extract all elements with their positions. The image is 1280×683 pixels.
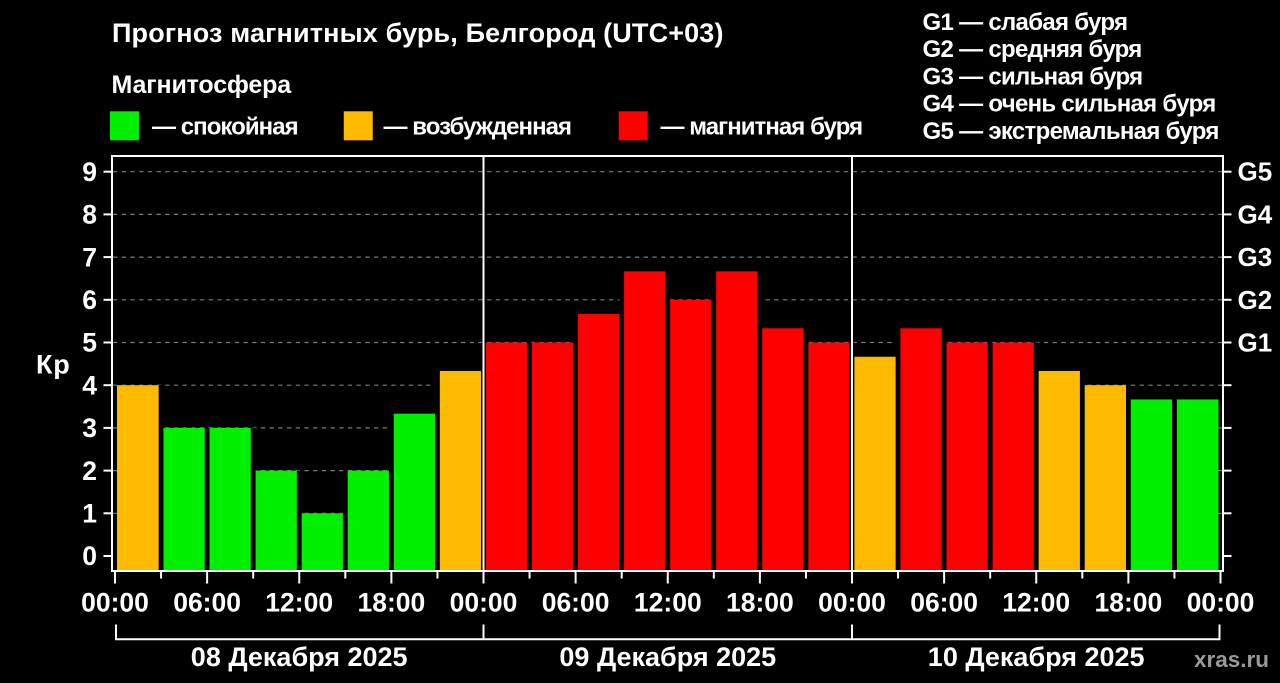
svg-text:1: 1 bbox=[82, 499, 97, 529]
svg-text:00:00: 00:00 bbox=[1187, 588, 1255, 618]
svg-text:G1: G1 bbox=[1238, 328, 1273, 358]
svg-text:2: 2 bbox=[82, 456, 97, 486]
svg-text:G2 — средняя буря: G2 — средняя буря bbox=[923, 36, 1142, 63]
svg-text:6: 6 bbox=[82, 285, 97, 315]
svg-text:00:00: 00:00 bbox=[450, 588, 518, 618]
svg-text:00:00: 00:00 bbox=[818, 588, 886, 618]
svg-text:06:00: 06:00 bbox=[542, 588, 610, 618]
svg-text:G4 — очень сильная буря: G4 — очень сильная буря bbox=[923, 91, 1216, 118]
svg-text:G3 — сильная буря: G3 — сильная буря bbox=[923, 63, 1143, 90]
svg-text:5: 5 bbox=[82, 328, 97, 358]
svg-text:G5 — экстремальная буря: G5 — экстремальная буря bbox=[923, 118, 1219, 145]
svg-text:10 Декабря 2025: 10 Декабря 2025 bbox=[928, 642, 1145, 672]
svg-text:12:00: 12:00 bbox=[265, 588, 333, 618]
svg-text:0: 0 bbox=[82, 541, 97, 571]
svg-text:G3: G3 bbox=[1238, 242, 1273, 272]
svg-text:4: 4 bbox=[82, 370, 97, 400]
svg-text:Кр: Кр bbox=[36, 350, 71, 380]
svg-text:G1 — слабая буря: G1 — слабая буря bbox=[923, 9, 1128, 36]
svg-text:18:00: 18:00 bbox=[1095, 588, 1163, 618]
svg-text:3: 3 bbox=[82, 413, 97, 443]
svg-text:12:00: 12:00 bbox=[634, 588, 702, 618]
svg-text:00:00: 00:00 bbox=[81, 588, 149, 618]
svg-text:09 Декабря 2025: 09 Декабря 2025 bbox=[559, 642, 776, 672]
svg-text:8: 8 bbox=[82, 200, 97, 230]
svg-text:— магнитная буря: — магнитная буря bbox=[661, 114, 863, 141]
svg-text:9: 9 bbox=[82, 157, 97, 187]
svg-text:G5: G5 bbox=[1238, 157, 1273, 187]
svg-text:Прогноз магнитных бурь, Белгор: Прогноз магнитных бурь, Белгород (UTC+03… bbox=[112, 18, 724, 48]
svg-text:G2: G2 bbox=[1238, 285, 1273, 315]
svg-text:7: 7 bbox=[82, 242, 97, 272]
svg-text:18:00: 18:00 bbox=[726, 588, 794, 618]
svg-text:18:00: 18:00 bbox=[358, 588, 426, 618]
svg-text:— спокойная: — спокойная bbox=[152, 114, 298, 141]
svg-text:08 Декабря 2025: 08 Декабря 2025 bbox=[191, 642, 408, 672]
svg-text:G4: G4 bbox=[1238, 199, 1273, 229]
svg-text:— возбужденная: — возбужденная bbox=[384, 114, 572, 141]
svg-text:Магнитосфера: Магнитосфера bbox=[112, 71, 293, 99]
svg-text:06:00: 06:00 bbox=[910, 588, 978, 618]
svg-text:06:00: 06:00 bbox=[173, 588, 241, 618]
svg-text:xras.ru: xras.ru bbox=[1194, 647, 1269, 672]
svg-text:12:00: 12:00 bbox=[1002, 588, 1070, 618]
